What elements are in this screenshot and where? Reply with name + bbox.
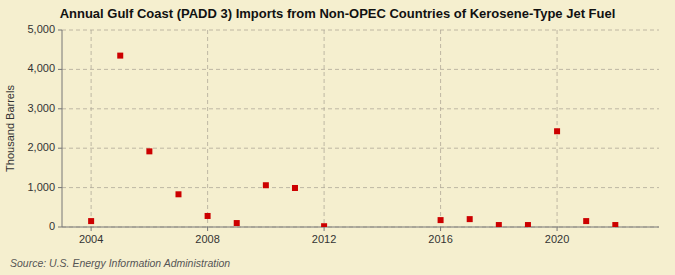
point xyxy=(88,218,94,224)
tick-label-y: 0 xyxy=(49,220,55,232)
point xyxy=(438,217,444,223)
point xyxy=(146,148,152,154)
grid-line-y xyxy=(62,69,659,70)
point xyxy=(321,223,327,227)
point xyxy=(234,220,240,226)
tick-y xyxy=(58,148,62,149)
grid-line-x xyxy=(440,30,441,227)
tick-y xyxy=(58,108,62,109)
tick-x xyxy=(324,227,325,231)
chart: 0 1,000 2,000 3,000 4,000 5,000 2004 2008 2012 20… xyxy=(0,0,675,275)
tick-y xyxy=(58,227,62,228)
point xyxy=(612,222,618,227)
point xyxy=(583,218,589,224)
marks xyxy=(88,53,618,227)
point xyxy=(175,191,181,197)
tick-label-y: 4,000 xyxy=(27,62,55,74)
tick-y xyxy=(58,69,62,70)
grid-line-x xyxy=(207,30,208,227)
axis-y xyxy=(62,30,63,227)
page: {"chart_data": { "type": "scatter", "tit… xyxy=(0,0,675,275)
point xyxy=(117,53,123,59)
point xyxy=(292,185,298,191)
axes xyxy=(58,30,659,231)
title: Annual Gulf Coast (PADD 3) Imports from … xyxy=(60,6,616,21)
source: Source: U.S. Energy Information Administ… xyxy=(10,257,230,269)
grid-line-y xyxy=(62,108,659,109)
tick-label-x: 2016 xyxy=(428,233,452,245)
tick-label-x: 2012 xyxy=(312,233,336,245)
tick-label-y: 5,000 xyxy=(27,23,55,35)
axis-label-y: Thousand Barrels xyxy=(4,85,16,172)
tick-y xyxy=(58,187,62,188)
grid-line-y xyxy=(62,187,659,188)
axis-x xyxy=(62,227,659,228)
tick-label-y: 2,000 xyxy=(27,141,55,153)
grid-line-y xyxy=(62,30,659,31)
point xyxy=(554,128,560,134)
grid-line-y xyxy=(62,227,659,228)
tick-label-x: 2020 xyxy=(545,233,569,245)
point xyxy=(205,213,211,219)
grid xyxy=(62,30,659,227)
tick-x xyxy=(91,227,92,231)
point xyxy=(525,222,531,227)
point xyxy=(496,222,502,227)
tick-x xyxy=(207,227,208,231)
point xyxy=(263,182,269,188)
point xyxy=(467,216,473,222)
tick-y xyxy=(58,30,62,31)
grid-line-x xyxy=(91,30,92,227)
tick-label-x: 2004 xyxy=(79,233,103,245)
tick-x xyxy=(440,227,441,231)
tick-label-y: 3,000 xyxy=(27,102,55,114)
grid-line-x xyxy=(324,30,325,227)
tick-label-y: 1,000 xyxy=(27,181,55,193)
tick-label-x: 2008 xyxy=(195,233,219,245)
background xyxy=(0,0,675,275)
tick-x xyxy=(557,227,558,231)
texts: 0 1,000 2,000 3,000 4,000 5,000 2004 2008 2012 20… xyxy=(4,6,615,269)
